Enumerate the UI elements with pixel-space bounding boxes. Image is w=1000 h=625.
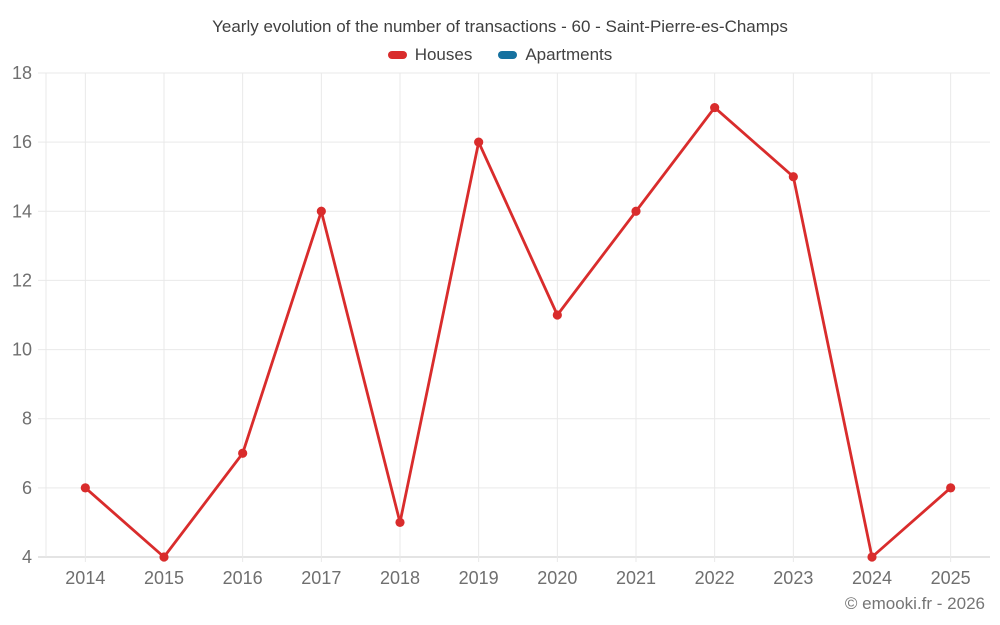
data-point-houses[interactable] xyxy=(159,552,169,562)
x-axis-tick-label: 2017 xyxy=(301,568,341,588)
y-axis-tick-label: 4 xyxy=(22,547,32,567)
y-axis-tick-label: 16 xyxy=(12,132,32,152)
data-point-houses[interactable] xyxy=(316,206,326,216)
series-line-houses[interactable] xyxy=(84,105,952,560)
y-axis-tick-label: 18 xyxy=(12,63,32,83)
x-axis-tick-label: 2022 xyxy=(695,568,735,588)
data-point-houses[interactable] xyxy=(946,483,956,493)
chart-title: Yearly evolution of the number of transa… xyxy=(212,17,788,36)
data-point-houses[interactable] xyxy=(631,206,641,216)
x-axis-tick-label: 2020 xyxy=(537,568,577,588)
x-axis-tick-label: 2023 xyxy=(773,568,813,588)
y-axis-tick-label: 14 xyxy=(12,201,32,221)
data-point-houses[interactable] xyxy=(867,552,877,562)
y-axis-tick-label: 6 xyxy=(22,478,32,498)
apartments-series-swatch-icon xyxy=(498,51,518,59)
data-point-houses[interactable] xyxy=(474,137,484,147)
data-point-houses[interactable] xyxy=(395,517,405,528)
y-axis-tick-label: 12 xyxy=(12,270,32,290)
x-axis-tick-label: 2024 xyxy=(852,568,892,588)
x-axis-tick-label: 2021 xyxy=(616,568,656,588)
x-axis-tick-label: 2014 xyxy=(65,568,105,588)
y-axis-tick-label: 10 xyxy=(12,340,32,360)
legend-item-houses[interactable]: Houses xyxy=(387,45,473,65)
chart-legend: Houses Apartments xyxy=(0,45,1000,65)
x-axis-tick-label: 2015 xyxy=(144,568,184,588)
houses-series-swatch-icon xyxy=(387,51,407,59)
x-axis-tick-label: 2019 xyxy=(459,568,499,588)
data-point-houses[interactable] xyxy=(552,310,562,320)
x-axis-tick-label: 2016 xyxy=(223,568,263,588)
legend-item-apartments[interactable]: Apartments xyxy=(498,45,612,65)
data-point-houses[interactable] xyxy=(238,448,248,458)
y-axis-tick-label: 8 xyxy=(22,409,32,429)
data-point-houses[interactable] xyxy=(788,172,798,182)
data-point-houses[interactable] xyxy=(710,102,720,113)
legend-label-houses: Houses xyxy=(414,45,473,64)
data-point-houses[interactable] xyxy=(80,483,90,493)
copyright-credit: © emooki.fr - 2026 xyxy=(844,594,985,613)
x-axis-tick-label: 2025 xyxy=(931,568,971,588)
legend-label-apartments: Apartments xyxy=(525,45,613,64)
x-axis-tick-label: 2018 xyxy=(380,568,420,588)
